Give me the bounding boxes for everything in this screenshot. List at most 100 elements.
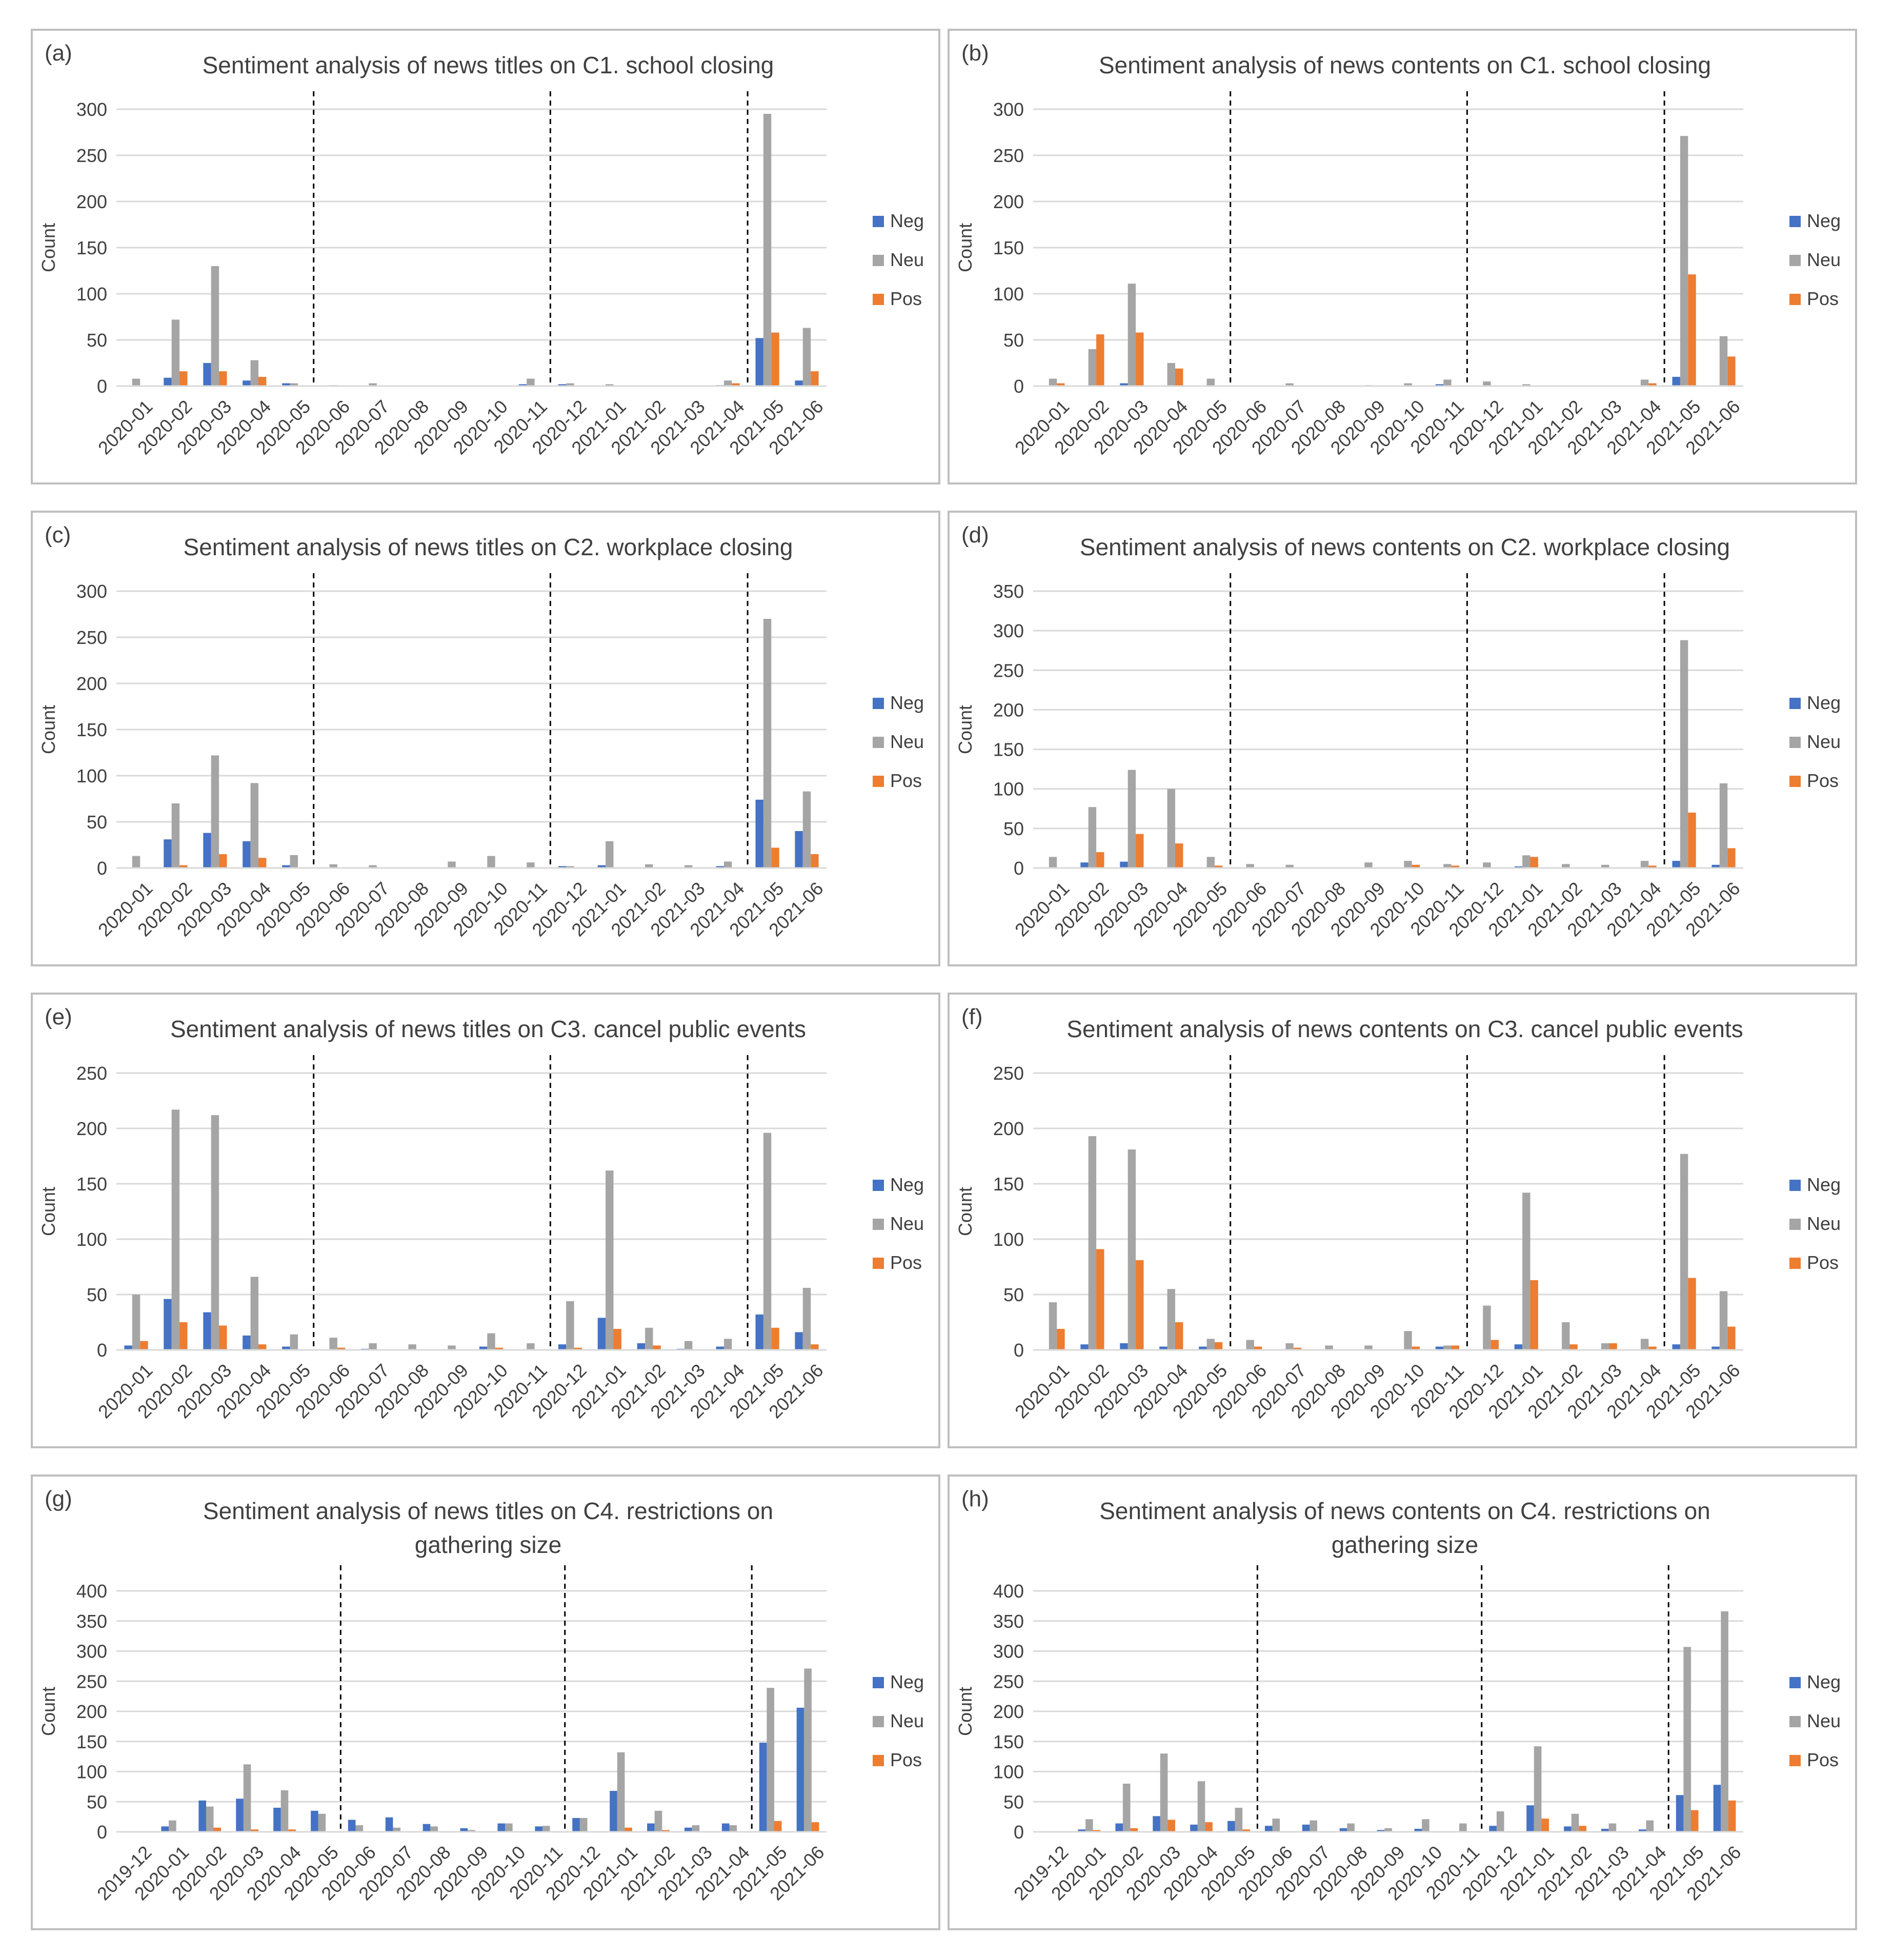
- bar-pos-2020-12: [574, 1347, 582, 1350]
- bar-neu-2020-06: [1246, 864, 1254, 868]
- bar-neg-2021-06: [796, 1707, 804, 1832]
- panel-label: (e): [45, 1004, 72, 1029]
- bar-pos-2020-03: [219, 854, 227, 868]
- bar-neg-2020-03: [1120, 383, 1128, 386]
- bar-neu-2021-01: [606, 384, 614, 386]
- bar-pos-2020-03: [1136, 834, 1144, 868]
- bar-pos-2021-06: [1728, 1800, 1736, 1832]
- bar-neu-2020-03: [211, 266, 219, 386]
- bar-neu-2020-10: [487, 856, 495, 868]
- y-tick-label: 250: [76, 627, 107, 648]
- bar-neu-2020-01: [169, 1820, 176, 1832]
- y-tick-label: 100: [76, 1229, 107, 1250]
- panel-frame: [31, 511, 940, 966]
- bar-neu-2020-05: [1206, 1339, 1215, 1350]
- bar-neu-2020-09: [468, 1830, 475, 1832]
- y-tick-label: 150: [76, 1174, 107, 1195]
- legend-label-neg: Neg: [890, 1671, 924, 1692]
- legend-swatch-neu: [1789, 1716, 1801, 1727]
- bar-neu-2020-10: [1404, 383, 1412, 386]
- bar-neg-2021-04: [1638, 1829, 1646, 1832]
- bar-pos-2020-04: [1175, 843, 1183, 868]
- legend-label-neg: Neg: [890, 210, 924, 231]
- bar-neg-2020-10: [497, 1823, 506, 1832]
- bar-neu-2021-04: [1640, 1339, 1649, 1350]
- bar-pos-2020-03: [219, 371, 227, 386]
- legend-label-neg: Neg: [1807, 1671, 1841, 1692]
- bar-neu-2021-01: [606, 841, 614, 868]
- bar-neu-2020-09: [1384, 1828, 1392, 1832]
- bar-neg-2021-01: [1514, 866, 1523, 868]
- bar-neu-2021-02: [1562, 864, 1570, 868]
- bar-neu-2021-04: [723, 861, 732, 868]
- bar-neu-2021-06: [1719, 1291, 1728, 1350]
- chart-panel-g: (g) Sentiment analysis of news titles on …: [31, 1474, 940, 1930]
- y-axis-label: Count: [38, 1187, 59, 1236]
- y-tick-label: 50: [1003, 330, 1024, 351]
- bar-neu-2020-03: [1127, 1149, 1136, 1350]
- legend-swatch-pos: [1789, 776, 1801, 787]
- bar-neg-2021-05: [755, 1314, 763, 1350]
- bar-neu-2020-01: [1085, 1819, 1093, 1832]
- bar-neu-2021-03: [1601, 1343, 1609, 1350]
- legend-label-pos: Pos: [890, 288, 922, 309]
- bar-pos-2020-07: [1293, 1347, 1302, 1350]
- bar-neu-2020-11: [1443, 864, 1452, 868]
- bar-pos-2020-02: [213, 1827, 221, 1832]
- y-tick-label: 400: [76, 1581, 107, 1602]
- panel-label: (a): [45, 41, 72, 66]
- y-tick-label: 0: [1014, 1340, 1024, 1361]
- bar-pos-2021-04: [732, 383, 740, 386]
- bar-pos-2021-04: [1648, 383, 1657, 386]
- bar-neu-2021-05: [1680, 136, 1688, 386]
- bar-neu-2020-03: [211, 1115, 219, 1350]
- bar-neg-2021-05: [1672, 861, 1680, 868]
- bar-neg-2020-10: [1414, 1829, 1422, 1832]
- panel-frame: [948, 29, 1857, 484]
- bar-pos-2020-05: [1214, 1342, 1223, 1350]
- bar-neg-2021-06: [795, 831, 803, 868]
- legend-label-neg: Neg: [1807, 1174, 1841, 1195]
- bar-pos-2020-11: [1451, 1345, 1459, 1350]
- bar-pos-2021-06: [811, 1822, 819, 1832]
- chart-title: Sentiment analysis of news contents on C…: [1099, 52, 1711, 78]
- chart-panel-b: (b) Sentiment analysis of news contents o…: [948, 29, 1857, 484]
- bar-neg-2020-03: [1120, 1343, 1128, 1350]
- bar-neg-2021-02: [1564, 1826, 1572, 1832]
- bar-neu-2020-02: [1088, 349, 1097, 386]
- bar-neg-2020-11: [535, 1826, 542, 1832]
- bar-pos-2020-01: [1057, 1329, 1065, 1350]
- legend-swatch-neu: [1789, 255, 1801, 266]
- legend-swatch-pos: [873, 776, 884, 787]
- legend-label-neg: Neg: [890, 692, 924, 713]
- bar-neu-2021-04: [1646, 1820, 1654, 1832]
- bar-neg-2020-04: [243, 380, 251, 386]
- bar-pos-2020-02: [1096, 334, 1104, 386]
- y-tick-label: 0: [1014, 376, 1024, 397]
- bar-neg-2021-05: [1676, 1795, 1684, 1832]
- bar-pos-2020-02: [1130, 1828, 1138, 1832]
- bar-neu-2021-05: [763, 114, 772, 386]
- bar-pos-2020-02: [179, 1322, 188, 1350]
- bar-pos-2020-04: [1175, 368, 1183, 386]
- bar-neu-2020-12: [566, 383, 574, 386]
- bar-neu-2020-07: [1285, 1343, 1294, 1350]
- y-tick-label: 100: [993, 1762, 1024, 1783]
- bar-neg-2020-02: [164, 839, 172, 868]
- bar-neg-2021-05: [759, 1743, 767, 1832]
- bar-neg-2020-02: [164, 377, 172, 386]
- panel-frame: [31, 29, 940, 484]
- bar-neg-2021-05: [1672, 1344, 1680, 1350]
- bar-neu-2020-10: [1404, 1331, 1412, 1350]
- bar-neg-2020-08: [1339, 1828, 1347, 1832]
- bar-neu-2021-05: [1680, 1154, 1688, 1350]
- bar-neu-2020-04: [250, 1277, 258, 1350]
- bar-neg-2021-03: [684, 1827, 692, 1832]
- bar-neu-2021-04: [1640, 861, 1649, 868]
- bar-pos-2020-02: [1096, 1249, 1104, 1350]
- bar-pos-2020-03: [1167, 1820, 1175, 1832]
- panel-frame: [948, 1474, 1857, 1930]
- y-tick-label: 50: [87, 1791, 107, 1812]
- bar-neu-2020-10: [1422, 1819, 1429, 1832]
- bar-neg-2020-11: [518, 384, 527, 386]
